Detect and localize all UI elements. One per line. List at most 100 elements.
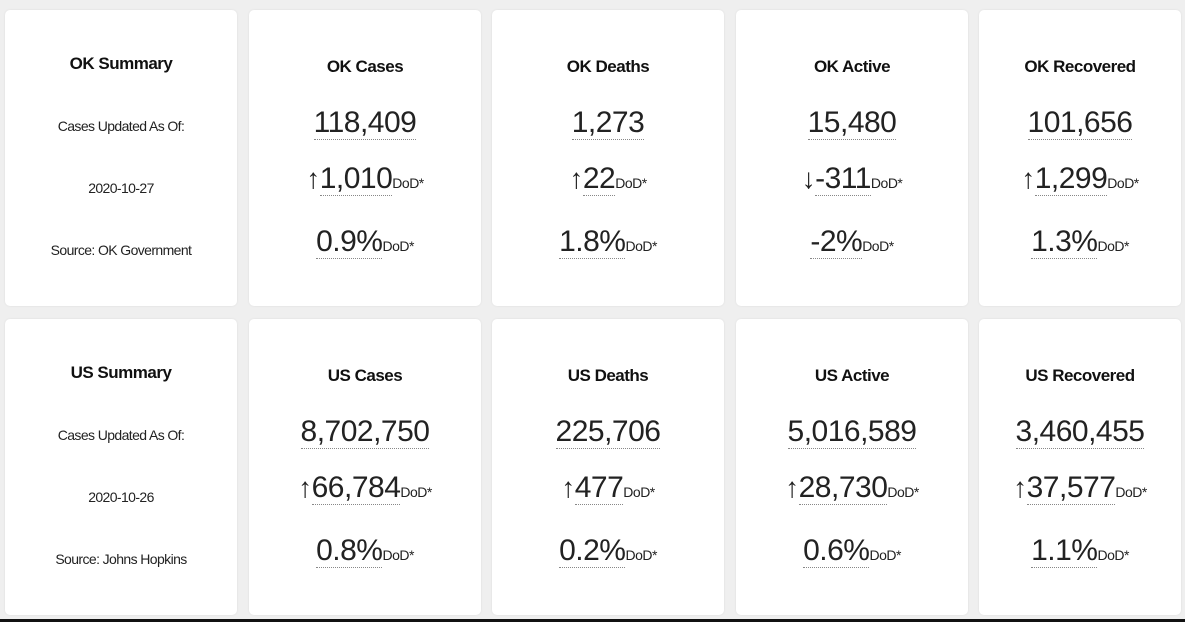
pct-value: 0.9% <box>316 225 383 259</box>
bottom-bar <box>0 619 1185 622</box>
title-line: OK Summary <box>5 54 237 74</box>
summary-card: OK Summary Cases Updated As Of: 2020-10-27… <box>5 10 237 306</box>
value-line: 5,016,589 <box>736 415 968 449</box>
dod-label: DoD* <box>382 547 414 563</box>
change-value: 37,577 <box>1026 471 1116 505</box>
stat-card: OK Cases 118,409 ↑1,010DoD* 0.9%DoD* <box>249 10 481 306</box>
change-value: 22 <box>582 162 616 196</box>
dod-label: DoD* <box>887 484 919 500</box>
change-line: ↑66,784DoD* <box>249 471 481 505</box>
change-arrow: ↑ <box>561 472 575 503</box>
stat-card: OK Recovered 101,656 ↑1,299DoD* 1.3%DoD* <box>979 10 1181 306</box>
summary-title: US Summary <box>70 363 172 382</box>
summary-card: US Summary Cases Updated As Of: 2020-10-26… <box>5 319 237 615</box>
source: Source: OK Government <box>50 242 192 258</box>
updated-label: Cases Updated As Of: <box>57 427 185 443</box>
change-line: ↑28,730DoD* <box>736 471 968 505</box>
pct-value: -2% <box>810 225 863 259</box>
dod-label: DoD* <box>1115 484 1147 500</box>
stat-value: 225,706 <box>555 415 661 449</box>
pct-line: 1.3%DoD* <box>979 225 1181 259</box>
date: 2020-10-27 <box>88 180 154 196</box>
change-line: ↓-311DoD* <box>736 162 968 196</box>
dod-label: DoD* <box>1097 238 1129 254</box>
dod-label: DoD* <box>382 238 414 254</box>
title-line: US Recovered <box>979 366 1181 386</box>
change-arrow: ↑ <box>298 472 312 503</box>
stat-title: OK Deaths <box>566 57 650 76</box>
change-line: ↑477DoD* <box>492 471 724 505</box>
value-line: 15,480 <box>736 106 968 140</box>
stat-card: OK Deaths 1,273 ↑22DoD* 1.8%DoD* <box>492 10 724 306</box>
value-line: 118,409 <box>249 106 481 140</box>
change-value: 66,784 <box>311 471 401 505</box>
dod-label: DoD* <box>862 238 894 254</box>
change-value: 1,010 <box>319 162 393 196</box>
stat-title: US Deaths <box>567 366 649 385</box>
change-line: ↑1,010DoD* <box>249 162 481 196</box>
pct-line: 1.1%DoD* <box>979 534 1181 568</box>
change-value: 28,730 <box>798 471 888 505</box>
change-line: ↑22DoD* <box>492 162 724 196</box>
text-line: Source: Johns Hopkins <box>5 551 237 567</box>
stat-card: OK Active 15,480 ↓-311DoD* -2%DoD* <box>736 10 968 306</box>
stat-value: 101,656 <box>1027 106 1133 140</box>
change-value: 1,299 <box>1034 162 1108 196</box>
stat-title: OK Recovered <box>1024 57 1136 76</box>
title-line: OK Recovered <box>979 57 1181 77</box>
dod-label: DoD* <box>869 547 901 563</box>
change-arrow: ↑ <box>785 472 799 503</box>
pct-value: 1.1% <box>1031 534 1098 568</box>
pct-value: 1.3% <box>1031 225 1098 259</box>
title-line: US Summary <box>5 363 237 383</box>
pct-line: 0.6%DoD* <box>736 534 968 568</box>
title-line: OK Active <box>736 57 968 77</box>
pct-line: 0.9%DoD* <box>249 225 481 259</box>
text-line: 2020-10-26 <box>5 489 237 505</box>
dod-label: DoD* <box>1107 175 1139 191</box>
stat-value: 3,460,455 <box>1015 415 1145 449</box>
dod-label: DoD* <box>870 175 903 191</box>
stat-card: US Cases 8,702,750 ↑66,784DoD* 0.8%DoD* <box>249 319 481 615</box>
value-line: 8,702,750 <box>249 415 481 449</box>
text-line: Source: OK Government <box>5 242 237 258</box>
stat-value: 8,702,750 <box>300 415 430 449</box>
pct-line: -2%DoD* <box>736 225 968 259</box>
dod-label: DoD* <box>392 175 424 191</box>
dod-label: DoD* <box>615 175 647 191</box>
stat-title: OK Cases <box>326 57 404 76</box>
stat-value: 118,409 <box>313 106 417 140</box>
title-line: US Active <box>736 366 968 386</box>
stat-value: 15,480 <box>807 106 897 140</box>
dod-label: DoD* <box>625 238 657 254</box>
pct-value: 0.6% <box>803 534 870 568</box>
change-line: ↑37,577DoD* <box>979 471 1181 505</box>
change-line: ↑1,299DoD* <box>979 162 1181 196</box>
stat-title: US Recovered <box>1025 366 1135 385</box>
source: Source: Johns Hopkins <box>55 551 187 567</box>
dod-label: DoD* <box>1097 547 1129 563</box>
stat-value: 1,273 <box>571 106 645 140</box>
change-arrow: ↓ <box>801 163 816 194</box>
stat-card: US Active 5,016,589 ↑28,730DoD* 0.6%DoD* <box>736 319 968 615</box>
text-line: Cases Updated As Of: <box>5 427 237 443</box>
summary-title: OK Summary <box>69 54 173 73</box>
pct-value: 0.2% <box>559 534 626 568</box>
change-arrow: ↑ <box>1013 472 1027 503</box>
pct-line: 1.8%DoD* <box>492 225 724 259</box>
stat-card: US Deaths 225,706 ↑477DoD* 0.2%DoD* <box>492 319 724 615</box>
dod-label: DoD* <box>400 484 432 500</box>
value-line: 3,460,455 <box>979 415 1181 449</box>
pct-value: 1.8% <box>559 225 626 259</box>
stat-title: US Active <box>814 366 890 385</box>
change-value: 477 <box>574 471 624 505</box>
stat-title: OK Active <box>813 57 891 76</box>
date: 2020-10-26 <box>88 489 154 505</box>
value-line: 101,656 <box>979 106 1181 140</box>
title-line: OK Deaths <box>492 57 724 77</box>
value-line: 1,273 <box>492 106 724 140</box>
dod-label: DoD* <box>623 484 655 500</box>
title-line: US Cases <box>249 366 481 386</box>
value-line: 225,706 <box>492 415 724 449</box>
pct-line: 0.2%DoD* <box>492 534 724 568</box>
